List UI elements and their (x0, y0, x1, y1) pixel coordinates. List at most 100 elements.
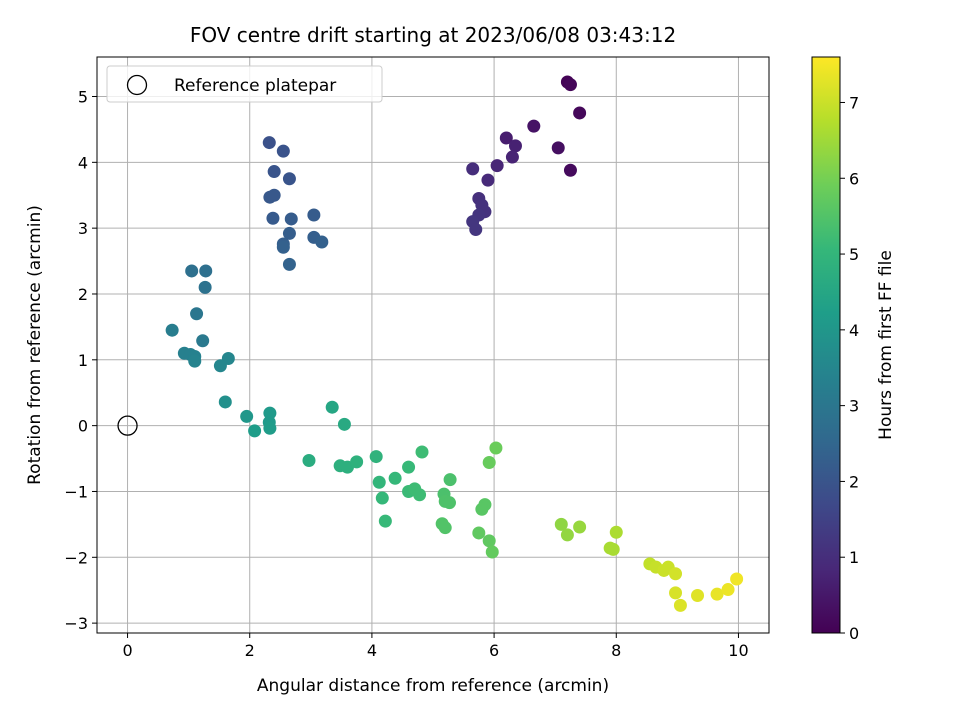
data-point (282, 257, 296, 271)
x-tick-label: 4 (367, 641, 377, 660)
reference-platepar-point (117, 415, 138, 436)
data-point (482, 534, 496, 548)
data-point (282, 226, 296, 240)
y-tick-label: −1 (64, 482, 88, 501)
data-point (609, 525, 623, 539)
colorbar-tick-label: 2 (849, 472, 859, 491)
data-point (481, 173, 495, 187)
data-point (263, 421, 277, 435)
data-point (466, 162, 480, 176)
data-points (117, 75, 744, 612)
data-point (213, 359, 227, 373)
x-tick-label: 6 (489, 641, 499, 660)
data-point (198, 280, 212, 294)
y-tick-label: 4 (78, 153, 88, 172)
data-point (527, 119, 541, 133)
y-tick-label: 5 (78, 87, 88, 106)
data-point (262, 136, 276, 150)
data-point (710, 587, 724, 601)
data-point (499, 131, 513, 145)
legend-box (106, 65, 383, 103)
y-tick-label: 2 (78, 285, 88, 304)
colorbar-tick-label: 3 (849, 397, 859, 416)
data-point (165, 323, 179, 337)
x-axis-label: Angular distance from reference (arcmin) (257, 676, 609, 696)
data-point (573, 106, 587, 120)
data-point (669, 586, 683, 600)
y-tick-label: 3 (78, 219, 88, 238)
data-point (302, 454, 316, 468)
data-point (218, 395, 232, 409)
data-point (721, 583, 735, 597)
data-point (369, 450, 383, 464)
data-point (475, 502, 489, 516)
data-point (188, 354, 202, 368)
data-point (307, 208, 321, 222)
data-point (337, 417, 351, 431)
y-tick-label: 0 (78, 417, 88, 436)
colorbar-ticks: 0 1 2 3 4 5 6 7 (840, 93, 859, 643)
colorbar-tick-label: 7 (849, 93, 859, 112)
legend-reference-marker-icon (126, 74, 148, 96)
data-point (472, 526, 486, 540)
legend-entry-reference: Reference platepar (174, 76, 336, 96)
data-point (554, 517, 568, 531)
data-point (284, 212, 298, 226)
data-point (185, 264, 199, 278)
data-point (573, 520, 587, 534)
data-point (315, 235, 329, 249)
data-point (266, 211, 280, 225)
y-axis-ticks: −3 −2 −1 0 1 2 3 4 5 (64, 87, 97, 633)
data-point (263, 406, 277, 420)
data-point (443, 473, 457, 487)
x-tick-label: 2 (245, 641, 255, 660)
data-point (482, 456, 496, 470)
y-tick-label: 1 (78, 351, 88, 370)
data-point (350, 455, 364, 469)
data-point (438, 521, 452, 535)
y-tick-label: −3 (64, 614, 88, 633)
colorbar-tick-label: 1 (849, 548, 859, 567)
data-point (469, 222, 483, 236)
data-point (485, 545, 499, 559)
data-point (563, 78, 577, 92)
chart-title: FOV centre drift starting at 2023/06/08 … (190, 23, 676, 47)
data-point (560, 528, 574, 542)
data-point (276, 240, 290, 254)
data-point (442, 496, 456, 510)
data-point (199, 264, 213, 278)
data-point (691, 588, 705, 602)
data-point (490, 159, 504, 173)
colorbar-tick-label: 5 (849, 245, 859, 264)
data-point (282, 172, 296, 186)
data-point (240, 409, 254, 423)
data-point (673, 598, 687, 612)
plot-frame (96, 56, 770, 634)
data-point (413, 488, 427, 502)
x-axis-ticks: 0 2 4 6 8 10 (122, 633, 749, 660)
x-tick-label: 8 (611, 641, 621, 660)
data-point (196, 334, 210, 348)
colorbar-tick-label: 6 (849, 169, 859, 188)
legend: Reference platepar (106, 65, 383, 103)
data-point (263, 190, 277, 204)
data-point (276, 144, 290, 158)
colorbar-gradient (812, 57, 840, 633)
data-point (415, 445, 429, 459)
colorbar: 0 1 2 3 4 5 6 7 Hours from first FF file (811, 56, 896, 643)
colorbar-tick-label: 4 (849, 321, 859, 340)
data-point (606, 542, 620, 556)
colorbar-tick-label: 0 (849, 624, 859, 643)
y-axis-label: Rotation from reference (arcmin) (25, 205, 45, 485)
data-point (505, 150, 519, 164)
x-tick-label: 0 (122, 641, 132, 660)
data-point (388, 471, 402, 485)
y-tick-label: −2 (64, 548, 88, 567)
data-point (372, 475, 386, 489)
data-point (730, 572, 744, 586)
data-point (508, 139, 522, 153)
data-point (190, 307, 204, 321)
data-point (267, 165, 281, 179)
grid-lines (97, 57, 769, 633)
